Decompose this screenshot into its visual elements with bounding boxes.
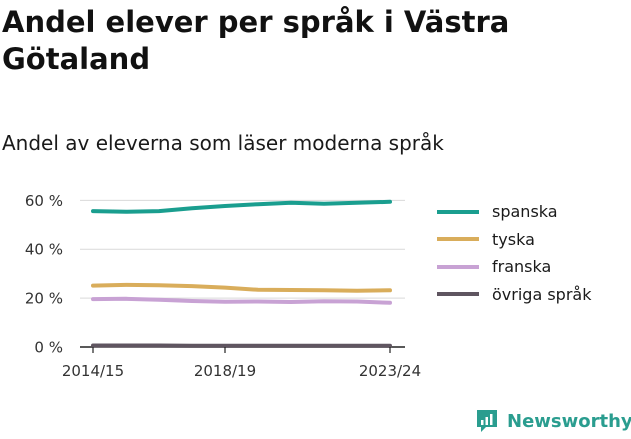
chart-subtitle: Andel av eleverna som läser moderna språ… (2, 131, 444, 155)
y-tick-label: 60 % (25, 192, 63, 210)
y-tick-label: 40 % (25, 241, 63, 259)
y-tick-label: 0 % (34, 339, 63, 357)
legend-swatch-franska (437, 264, 479, 269)
brand-label: Newsworthy (507, 410, 631, 432)
legend-label-franska: franska (492, 257, 552, 277)
series-line-2 (91, 296, 392, 305)
legend-swatch-spanska (437, 209, 479, 214)
legend-item-ovriga-sprak: övriga språk (437, 281, 591, 309)
legend-item-franska: franska (437, 253, 591, 281)
x-tick-label: 2018/19 (194, 362, 256, 380)
x-tick-label: 2023/24 (359, 362, 421, 380)
series-lines (91, 199, 392, 348)
y-tick-label: 20 % (25, 290, 63, 308)
legend-label-ovriga-sprak: övriga språk (492, 284, 592, 304)
legend-label-tyska: tyska (492, 229, 535, 249)
legend-label-spanska: spanska (492, 202, 558, 222)
grid-lines (80, 199, 405, 348)
chart-title: Andel elever per språk i Västra Götaland (2, 5, 510, 76)
legend-swatch-ovriga-sprak (437, 292, 479, 297)
x-axis: 2014/15 2018/19 2023/24 (62, 347, 421, 380)
chart-legend: spanska tyska franska övriga språk (437, 198, 591, 308)
legend-item-spanska: spanska (437, 198, 591, 226)
series-line-0 (91, 199, 392, 214)
newsworthy-logo-icon (477, 410, 497, 432)
legend-swatch-tyska (437, 237, 479, 242)
y-axis-ticks: 0 % 20 % 40 % 60 % (25, 192, 63, 357)
brand-logo: Newsworthy (475, 408, 631, 434)
x-tick-label: 2014/15 (62, 362, 124, 380)
series-line-1 (91, 282, 392, 293)
legend-item-tyska: tyska (437, 226, 591, 254)
